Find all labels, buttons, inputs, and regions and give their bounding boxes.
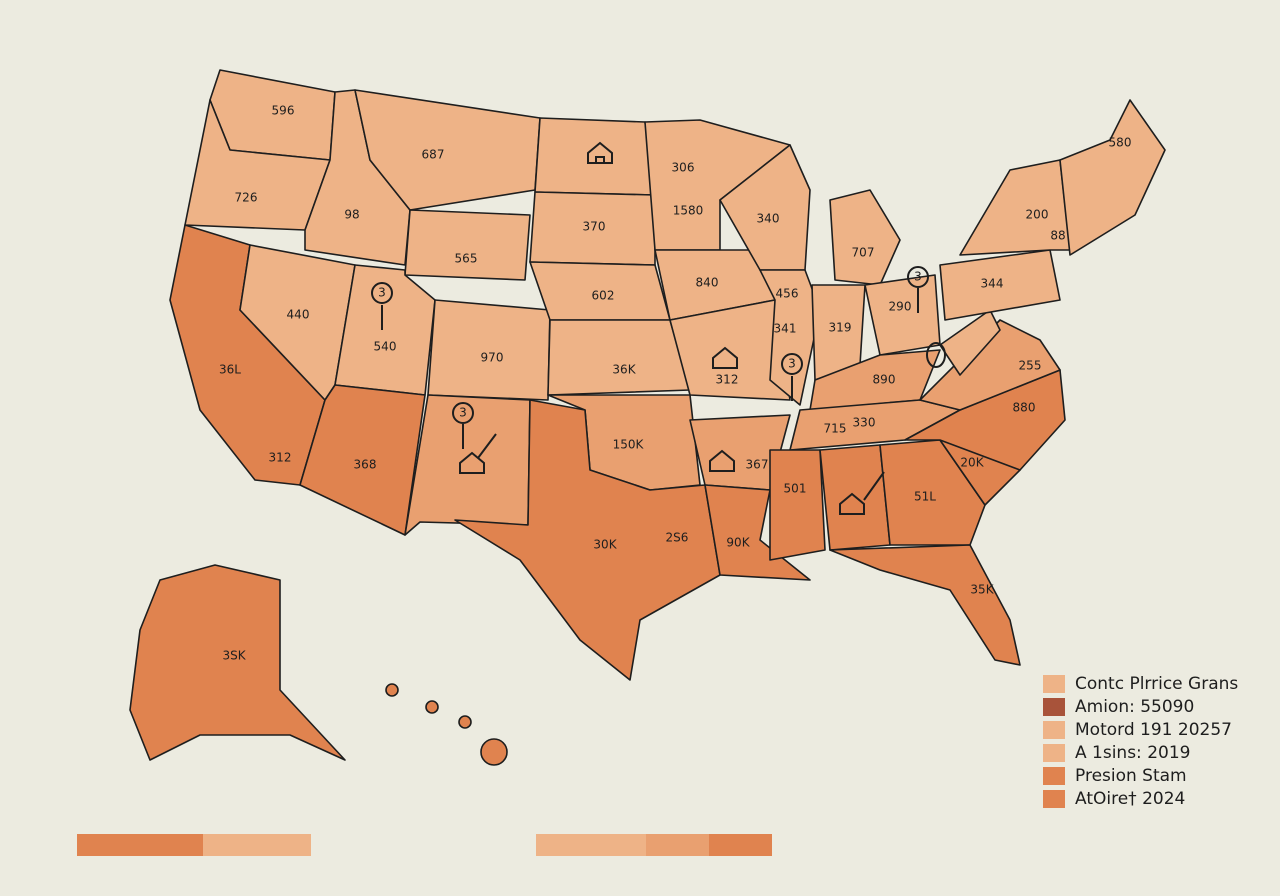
region-label: 440 [287, 308, 310, 322]
legend-swatch [1043, 675, 1065, 693]
legend-label: AtOire† 2024 [1075, 789, 1185, 809]
region-label: 880 [1013, 401, 1036, 415]
region-label: 2S6 [666, 531, 689, 545]
legend-label: Motord 191 20257 [1075, 720, 1232, 740]
region-label: 312 [269, 451, 292, 465]
region-label: 150K [613, 438, 645, 452]
region-label: 565 [455, 252, 478, 266]
region-label: 540 [374, 340, 397, 354]
region-label: 602 [592, 289, 615, 303]
region-label: 370 [583, 220, 606, 234]
region-label: 501 [784, 482, 807, 496]
legend-swatch [1043, 790, 1065, 808]
region-label: 580 [1109, 136, 1132, 150]
region-label: 596 [272, 104, 295, 118]
region-label: 36K [612, 363, 636, 377]
region-label: 290 [889, 300, 912, 314]
legend-swatch [1043, 721, 1065, 739]
region-label: 456 [776, 287, 799, 301]
region-label: 340 [757, 212, 780, 226]
region-label: 90K [726, 536, 750, 550]
region-label: 1580 [673, 204, 704, 218]
legend-swatch [1043, 744, 1065, 762]
region-label: 707 [852, 246, 875, 260]
legend-swatch [1043, 767, 1065, 785]
region-label: 715 [824, 422, 847, 436]
region-label: 312 [716, 373, 739, 387]
region-label: 970 [481, 351, 504, 365]
states [129, 69, 1166, 766]
legend-label: A 1sins: 2019 [1075, 743, 1190, 763]
marker-label: 3 [378, 286, 386, 300]
region-label: 20K [960, 456, 984, 470]
marker-label: 3 [914, 270, 922, 284]
region-label: 330 [853, 416, 876, 430]
region-label: 88 [1050, 229, 1065, 243]
region-label: 344 [981, 277, 1004, 291]
region-label: 3SK [222, 649, 246, 663]
labels: 596 687 306 580 726 98 1580 340 200 370 88 565 707 84… [219, 104, 1131, 663]
region-label: 840 [696, 276, 719, 290]
region-label: 200 [1026, 208, 1049, 222]
region-label: 890 [873, 373, 896, 387]
legend-label: Presion Stam [1075, 766, 1187, 786]
region-label: 51L [914, 490, 936, 504]
region-label: 35K [970, 583, 994, 597]
region-label: 255 [1019, 359, 1042, 373]
legend-label: Contc Plrrice Grans [1075, 674, 1238, 694]
icons [371, 141, 946, 515]
region-label: 36L [219, 363, 241, 377]
region-label: 367 [746, 458, 769, 472]
legend-label: Amion: 55090 [1075, 697, 1194, 717]
legend: Contc Plrrice Grans Amion: 55090 Motord 19… [1043, 674, 1238, 809]
region-label: 687 [422, 148, 445, 162]
marker-label: 3 [459, 406, 467, 420]
region-label: 98 [344, 208, 359, 222]
bars [77, 834, 772, 856]
marker-label: 3 [788, 357, 796, 371]
region-label: 368 [354, 458, 377, 472]
region-label: 341 [774, 322, 797, 336]
legend-swatch [1043, 698, 1065, 716]
region-label: 30K [593, 538, 617, 552]
region-label: 726 [235, 191, 258, 205]
region-label: 319 [829, 321, 852, 335]
region-label: 306 [672, 161, 695, 175]
